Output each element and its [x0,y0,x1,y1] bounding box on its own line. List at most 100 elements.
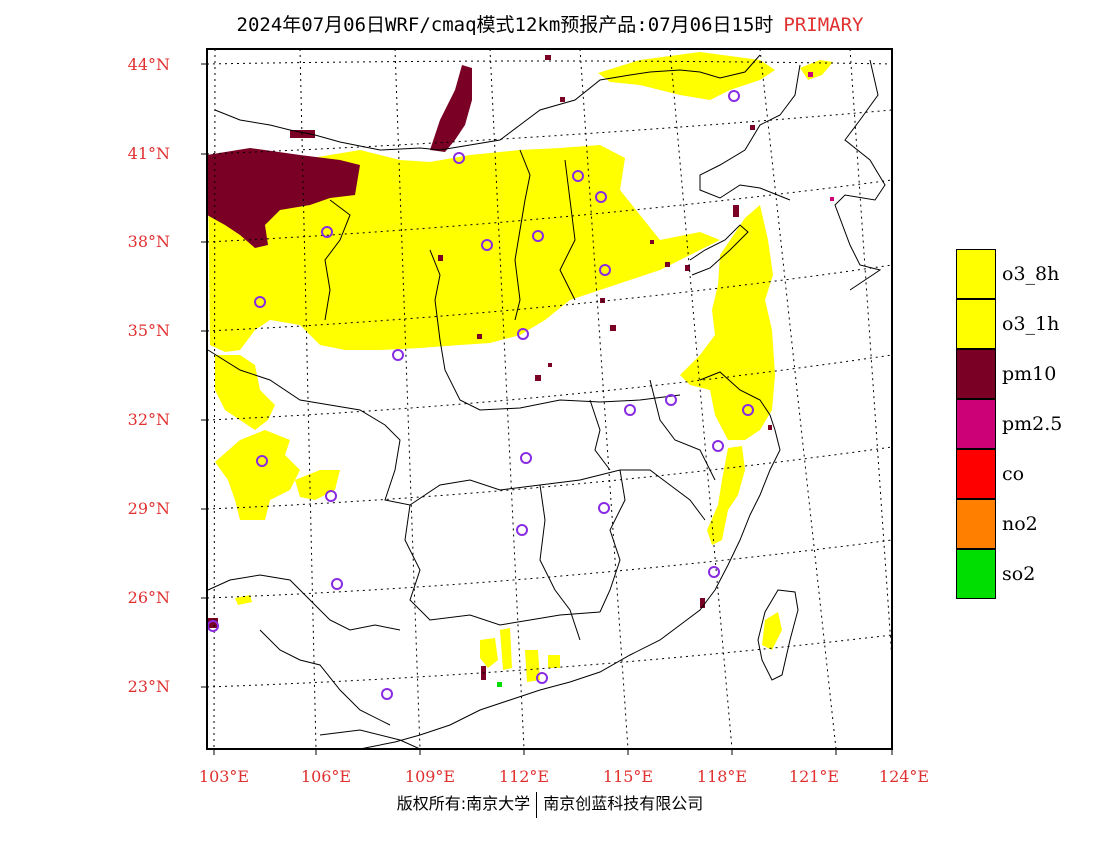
taiwan-outline [757,589,799,681]
province-line [259,629,391,726]
pm10-pixel [700,598,705,608]
pm10-pixel [600,298,605,303]
pm10-pixel [477,334,482,339]
legend-swatch [956,349,996,399]
map-title: 2024年07月06日WRF/cmaq模式12km预报产品:07月06日15时 P… [0,10,1100,37]
circle-marker-icon [520,452,532,464]
circle-marker-icon [321,226,333,238]
meridian-line [394,49,421,749]
pm10-pixel [438,255,443,261]
parallel-line [207,446,892,510]
footer-divider [536,791,538,818]
hainan-outline [319,729,421,749]
legend-swatch [956,299,996,349]
so2-pixel [497,682,502,687]
o3-guangdong-patch-a [480,638,498,668]
station-marker-layer [207,90,754,700]
o3-zhejiang-coast-strip [707,446,745,545]
lat-label: 26°N [127,588,170,607]
legend-label: pm2.5 [1002,413,1063,435]
circle-marker-icon [481,239,493,251]
pm10-pixel [548,363,552,367]
parallel-line [207,634,892,688]
province-line [599,469,626,613]
o3-yunnan-patch [235,595,252,605]
lon-label: 115°E [602,767,654,786]
legend-swatch [956,399,996,449]
lon-label: 109°E [404,767,456,786]
lat-label: 38°N [127,232,170,251]
province-line [324,199,351,321]
shandong-coastline [689,224,749,276]
title-text: 2024年07月06日WRF/cmaq模式12km预报产品:07月06日15时 [236,14,774,36]
legend-label: so2 [1002,563,1036,585]
circle-marker-icon [325,490,337,502]
parallel-line [207,539,892,599]
lat-label: 29°N [127,499,170,518]
province-line [514,149,531,321]
map-frame [206,48,893,750]
meridian-line [213,49,216,749]
o3-northeast-strip [800,60,833,80]
circle-marker-icon [256,455,268,467]
pm10-pixel [610,325,616,331]
circle-marker-icon [624,404,636,416]
province-line [649,379,716,481]
pm10-pixel [750,125,755,130]
o3-guangdong-patch-d [548,655,560,668]
circle-marker-icon [517,328,529,340]
legend-swatch [956,499,996,549]
province-line [429,249,681,411]
pm10-inner-mongolia-west [207,148,360,248]
circle-marker-icon [595,191,607,203]
legend-label: o3_1h [1002,313,1060,335]
pm10-pixel [560,97,565,102]
legend-label: no2 [1002,513,1038,535]
pm10-pixel [665,262,670,267]
northeast-coast [834,59,886,291]
circle-marker-icon [712,440,724,452]
province-line [539,484,581,641]
pm10-north-border-strip [290,130,315,138]
lon-label: 118°E [696,767,748,786]
bohai-coastline [699,64,801,201]
circle-marker-icon [728,90,740,102]
circle-marker-icon [532,230,544,242]
axis-ticks [201,63,893,755]
circle-marker-icon [572,170,584,182]
circle-marker-icon [708,566,720,578]
copyright-footer: 版权所有:南京大学 南京创蓝科技有限公司 [0,790,1100,818]
circle-marker-icon [331,578,343,590]
pm10-pixel [535,375,541,381]
pm25-pixel [830,197,834,201]
lat-label: 32°N [127,410,170,429]
o3-guangdong-patch-c [525,650,540,682]
pm10-pixel [650,240,654,244]
province-line [589,399,611,471]
legend-label: co [1002,463,1025,485]
lon-label: 124°E [878,767,930,786]
o3-taiwan-region [762,612,782,650]
copyright-owner: 版权所有:南京大学 [396,794,531,813]
parallel-line [207,264,892,332]
circle-marker-icon [665,394,677,406]
province-line [559,159,576,301]
parallel-line [207,354,892,421]
o3-chongqing-region [215,430,300,520]
province-line [207,574,401,631]
circle-marker-icon [254,296,266,308]
o3-sichuan-region [215,355,275,430]
east-coastline [359,371,781,749]
lat-label: 41°N [127,144,170,163]
legend-swatch [956,549,996,599]
boundary-lines [207,54,886,749]
lon-label: 106°E [300,767,352,786]
circle-marker-icon [598,502,610,514]
lon-label: 103°E [198,767,250,786]
legend-swatch [956,249,996,299]
legend-label: o3_8h [1002,263,1060,285]
pm10-pixel [768,425,772,430]
o3-guangdong-patch-b [500,628,512,670]
pm10-northern-plume [430,65,472,152]
